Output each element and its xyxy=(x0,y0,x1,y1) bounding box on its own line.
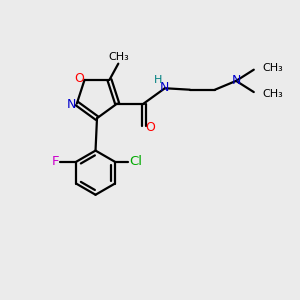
Text: F: F xyxy=(52,155,59,168)
Text: CH₃: CH₃ xyxy=(262,63,283,73)
Text: O: O xyxy=(75,72,85,85)
Text: N: N xyxy=(232,74,242,87)
Text: CH₃: CH₃ xyxy=(262,88,283,98)
Text: N: N xyxy=(67,98,76,111)
Text: Cl: Cl xyxy=(129,155,142,168)
Text: CH₃: CH₃ xyxy=(109,52,129,62)
Text: N: N xyxy=(160,81,170,94)
Text: H: H xyxy=(154,75,163,85)
Text: O: O xyxy=(145,121,155,134)
